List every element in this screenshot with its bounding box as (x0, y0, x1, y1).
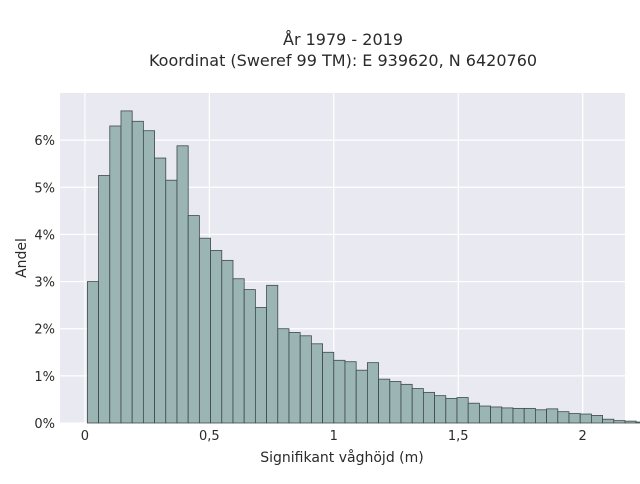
histogram-bar (590, 415, 603, 424)
histogram-bar (142, 130, 155, 424)
histogram-bar (434, 395, 447, 424)
y-tick-labels: 0% 1% 2% 3% 4% 5% 6% (34, 134, 55, 432)
histogram-bar (221, 259, 234, 424)
histogram-bar (534, 409, 547, 424)
y-tick-label: 6% (34, 134, 55, 149)
histogram-bar (131, 120, 144, 424)
histogram-bar (602, 418, 615, 424)
x-tick-label: 0 (81, 429, 89, 444)
histogram-bar (635, 421, 640, 424)
histogram-bar (546, 408, 559, 424)
chart-subtitle: Koordinat (Sweref 99 TM): E 939620, N 64… (149, 51, 537, 70)
histogram-bar (478, 405, 491, 424)
histogram-bar (232, 278, 245, 424)
y-axis-label: Andel (14, 238, 30, 278)
histogram-bar (187, 215, 200, 424)
histogram-bar (422, 391, 435, 424)
histogram-bar (490, 406, 503, 424)
histogram-bar (86, 281, 99, 424)
x-axis-label: Signifikant våghöjd (m) (260, 449, 423, 466)
histogram-bar (389, 381, 402, 424)
y-tick-label: 1% (34, 370, 55, 385)
histogram-bar (254, 307, 267, 424)
histogram-bar (109, 125, 122, 424)
y-tick-label: 3% (34, 276, 55, 291)
histogram-bar (378, 378, 391, 424)
x-tick-label: 2 (579, 429, 587, 444)
histogram-bar (198, 237, 211, 424)
histogram-bar (344, 361, 357, 424)
histogram-bar (266, 284, 279, 424)
x-tick-label: 1,5 (448, 429, 469, 444)
histogram-bar (299, 335, 312, 424)
histogram-bar (120, 110, 133, 424)
histogram-bar (366, 362, 379, 424)
histogram-bar (98, 175, 111, 424)
histogram-bar (624, 420, 637, 424)
chart-title: År 1979 - 2019 (283, 30, 403, 49)
histogram-bar (445, 398, 458, 424)
y-tick-label: 2% (34, 323, 55, 338)
x-tick-label: 0,5 (199, 429, 220, 444)
histogram-bar (568, 413, 581, 424)
histogram-bar (288, 332, 301, 424)
histogram-bar (176, 145, 189, 424)
histogram-bar (456, 397, 469, 424)
x-tick-labels: 0 0,5 1 1,5 2 (81, 429, 587, 444)
y-tick-label: 5% (34, 181, 55, 196)
histogram-bar (501, 407, 514, 424)
histogram-bar (355, 369, 368, 424)
bars (86, 110, 640, 424)
y-tick-label: 4% (34, 228, 55, 243)
histogram-bar (523, 407, 536, 424)
histogram-bar (277, 328, 290, 424)
histogram-bar (411, 388, 424, 424)
histogram-bar (613, 420, 626, 424)
histogram-bar (400, 383, 413, 424)
y-tick-label: 0% (34, 417, 55, 432)
histogram-bar (310, 343, 323, 424)
histogram-bar (467, 402, 480, 424)
histogram-bar (579, 413, 592, 424)
histogram-bar (154, 157, 167, 424)
histogram-bar (322, 351, 335, 424)
histogram-bar (165, 179, 178, 424)
histogram-bar (333, 359, 346, 424)
x-tick-label: 1 (330, 429, 338, 444)
histogram-bar (512, 407, 525, 424)
histogram-bar (243, 289, 256, 424)
histogram-bar (557, 411, 570, 424)
histogram-bar (210, 250, 223, 424)
